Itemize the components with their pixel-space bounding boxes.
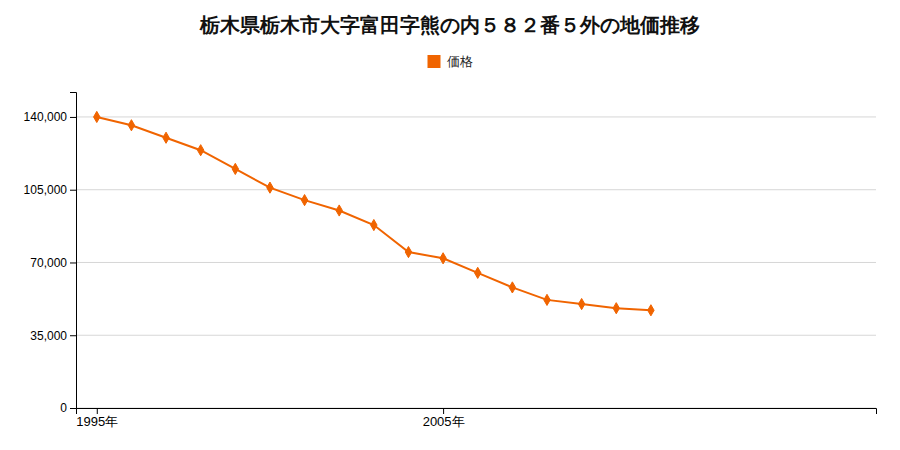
x-tick-mark bbox=[97, 408, 98, 414]
line bbox=[97, 117, 651, 310]
marker bbox=[232, 163, 238, 174]
y-tick: 70,000 bbox=[30, 256, 76, 270]
marker bbox=[648, 305, 654, 316]
marker bbox=[197, 145, 203, 156]
y-tick-mark bbox=[70, 262, 76, 263]
y-tick: 35,000 bbox=[30, 329, 76, 343]
x-axis: 1995年 2005年 bbox=[76, 408, 876, 429]
marker bbox=[267, 182, 273, 193]
marker bbox=[544, 294, 550, 305]
y-tick-mark bbox=[70, 335, 76, 336]
y-tick-label: 0 bbox=[60, 401, 67, 415]
marker bbox=[301, 195, 307, 206]
y-tick-mark bbox=[70, 408, 76, 409]
chart-container: 栃木県栃木市大字富田字熊の内５８２番５外の地価推移 1995年 2005年 0 35,0… bbox=[0, 0, 900, 450]
marker bbox=[128, 120, 134, 131]
x-tick: 1995年 bbox=[76, 408, 118, 429]
grid-line bbox=[76, 335, 876, 336]
legend-swatch bbox=[428, 55, 441, 68]
x-tick-label: 2005年 bbox=[423, 414, 465, 429]
marker bbox=[578, 298, 584, 309]
y-axis-line bbox=[70, 93, 77, 409]
legend-item: 価格 bbox=[428, 54, 473, 69]
y-tick-mark bbox=[70, 190, 76, 191]
marker bbox=[336, 205, 342, 216]
marker bbox=[94, 111, 100, 122]
marker bbox=[405, 246, 411, 257]
marker bbox=[509, 282, 515, 293]
grid-line bbox=[76, 262, 876, 263]
legend-label: 価格 bbox=[447, 54, 473, 69]
y-tick-label: 105,000 bbox=[24, 183, 68, 197]
y-tick: 140,000 bbox=[24, 110, 76, 124]
plot-area: 1995年 2005年 0 35,000 70,000 105,000 140,000 bbox=[24, 93, 877, 430]
marker bbox=[440, 253, 446, 264]
grid bbox=[76, 117, 876, 408]
y-tick-label: 35,000 bbox=[30, 329, 67, 343]
y-tick: 105,000 bbox=[24, 183, 76, 197]
marker bbox=[371, 219, 377, 230]
y-tick: 0 bbox=[60, 401, 76, 415]
x-tick-label: 1995年 bbox=[76, 414, 118, 429]
marker bbox=[613, 303, 619, 314]
y-tick-label: 70,000 bbox=[30, 256, 67, 270]
marker bbox=[163, 132, 169, 143]
chart-svg: 栃木県栃木市大字富田字熊の内５８２番５外の地価推移 1995年 2005年 0 35,0… bbox=[0, 0, 900, 450]
chart-title: 栃木県栃木市大字富田字熊の内５８２番５外の地価推移 bbox=[199, 13, 700, 37]
y-tick-mark bbox=[70, 117, 76, 118]
x-axis-line bbox=[77, 409, 877, 415]
legend: 価格 bbox=[428, 54, 473, 69]
y-tick-label: 140,000 bbox=[24, 110, 68, 124]
y-axis: 0 35,000 70,000 105,000 140,000 bbox=[24, 93, 77, 416]
grid-line bbox=[76, 116, 876, 117]
x-tick: 2005年 bbox=[423, 408, 465, 429]
marks bbox=[94, 111, 655, 316]
grid-line bbox=[76, 189, 876, 190]
x-tick-mark bbox=[443, 408, 444, 414]
marker bbox=[475, 267, 481, 278]
